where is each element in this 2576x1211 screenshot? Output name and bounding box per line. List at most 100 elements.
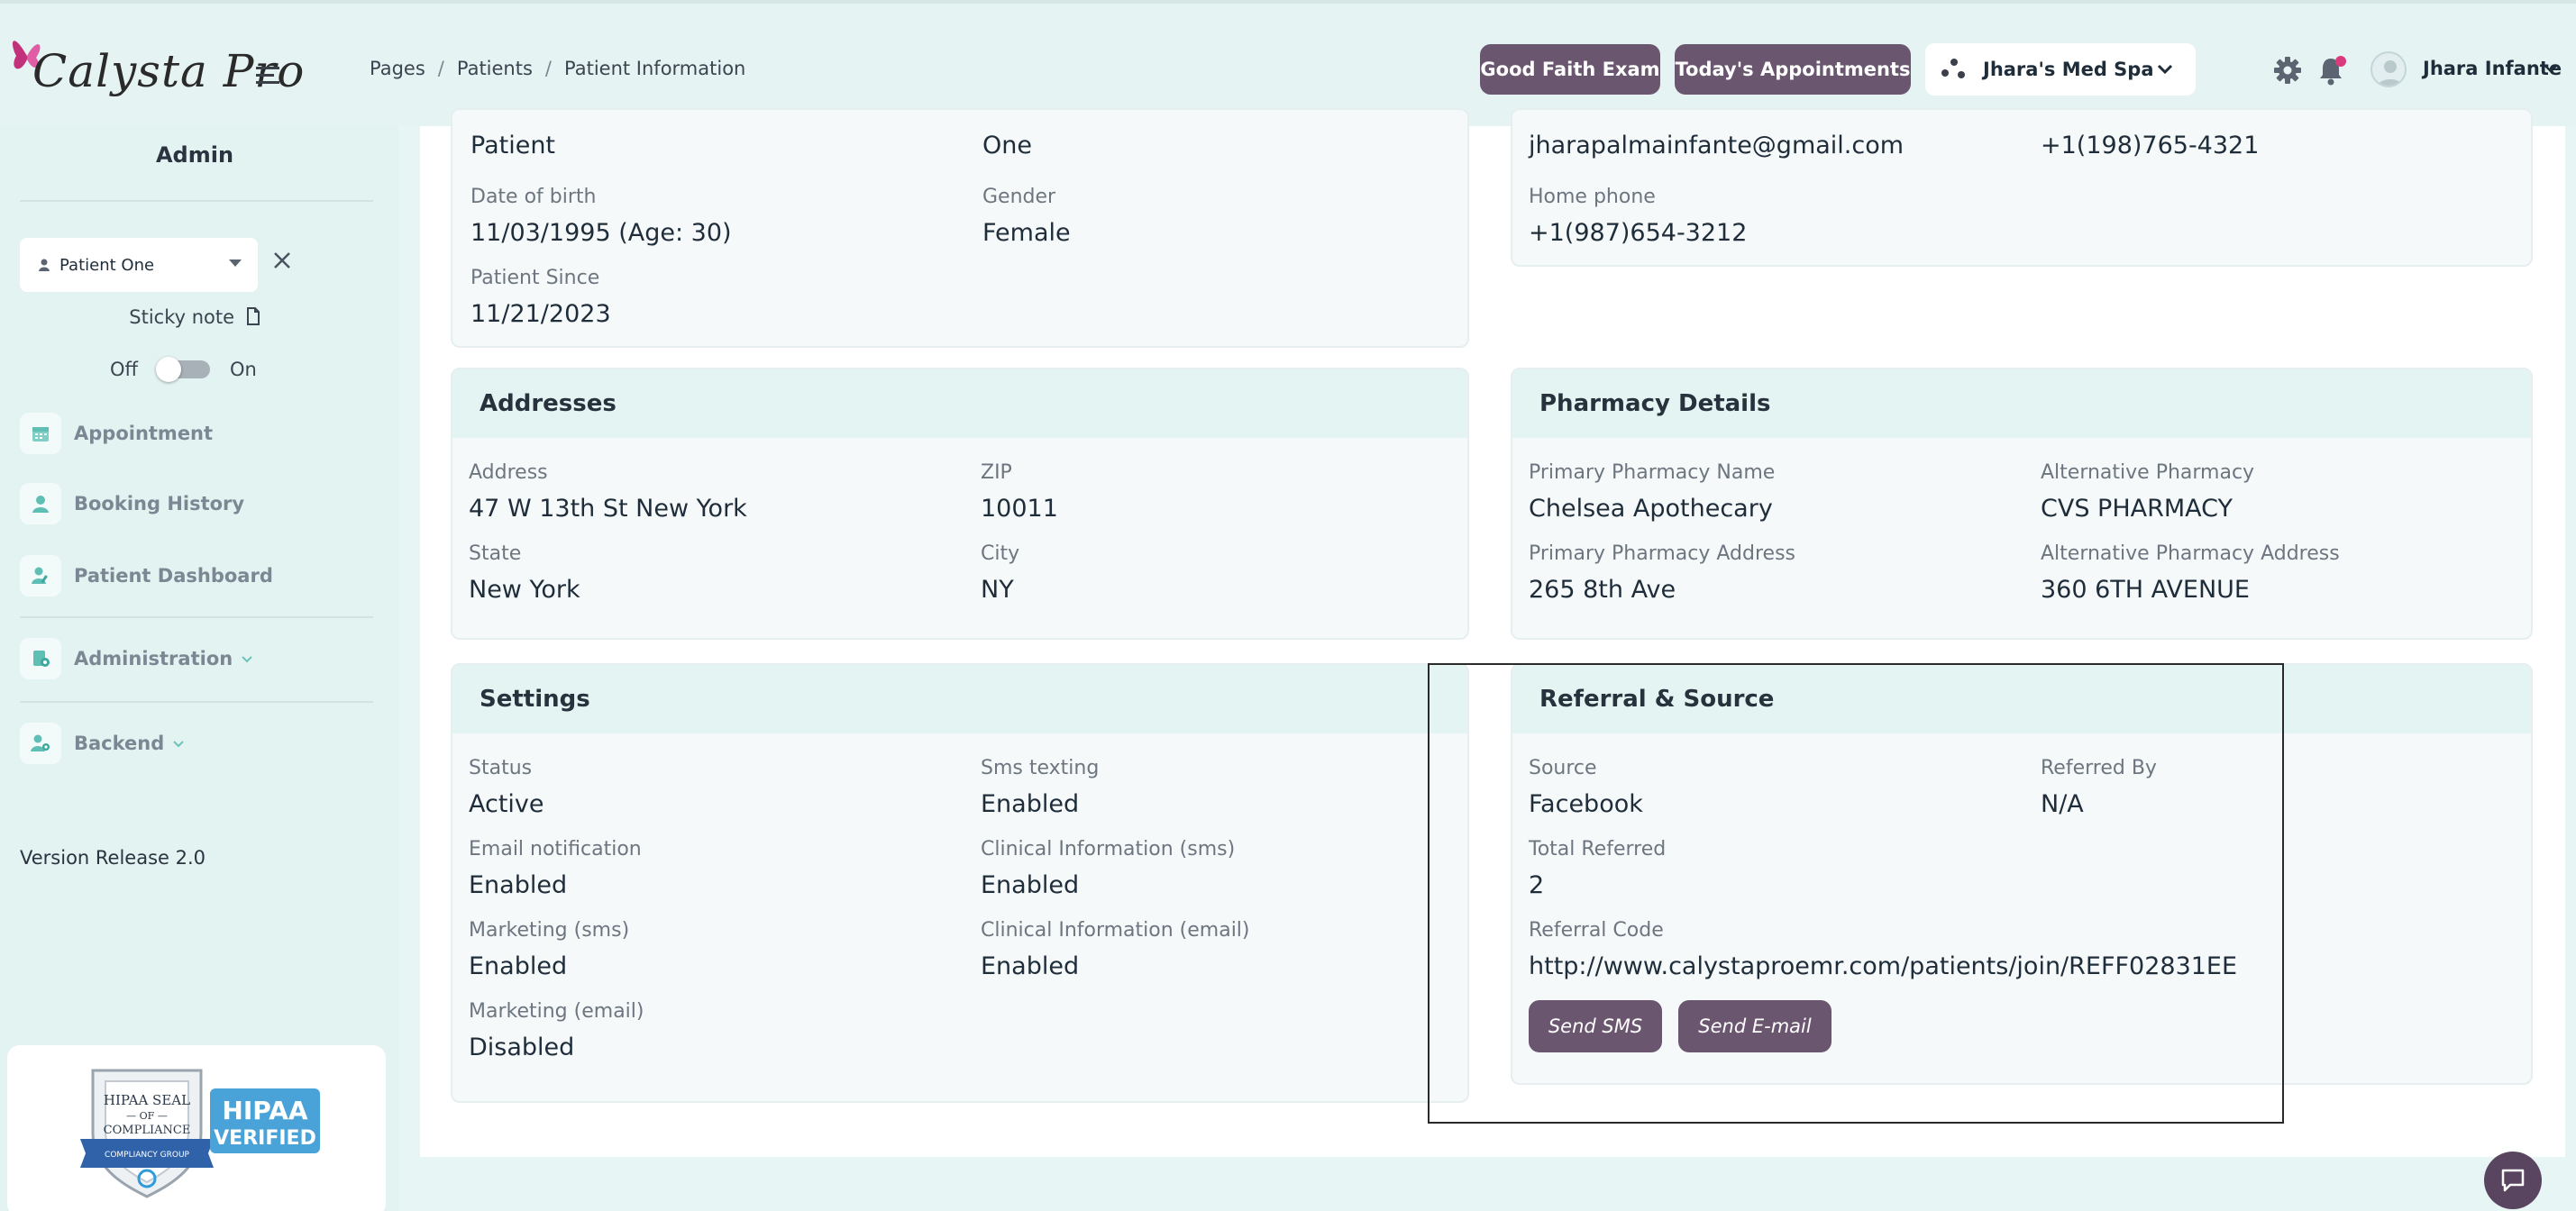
home-phone-value: +1(987)654-3212 <box>1529 219 1748 247</box>
dob-field: Date of birth 11/03/1995 (Age: 30) <box>470 186 732 247</box>
breadcrumb: Pages / Patients / Patient Information <box>370 58 745 79</box>
settings-title: Settings <box>452 665 1467 733</box>
sidebar-item-appointment[interactable]: Appointment <box>20 413 213 454</box>
marketing-sms-value: Enabled <box>469 952 568 980</box>
state-value: New York <box>469 576 580 604</box>
primary-pharmacy-address-value: 265 8th Ave <box>1529 576 1676 604</box>
status-value: Active <box>469 790 544 818</box>
first-name-value: One <box>982 132 1032 159</box>
chevron-down-icon <box>2157 64 2173 75</box>
user-name[interactable]: Jhara Infante <box>2423 58 2562 79</box>
close-icon[interactable] <box>272 250 292 270</box>
clinical-email-field: Clinical Information (email) Enabled <box>981 919 1250 980</box>
send-email-button[interactable]: Send E-mail <box>1678 1000 1832 1052</box>
gender-label: Gender <box>982 186 1056 208</box>
total-referred-label: Total Referred <box>1529 838 1667 860</box>
marketing-email-label: Marketing (email) <box>469 1000 644 1023</box>
sidebar-item-backend[interactable]: Backend <box>20 723 186 764</box>
sticky-note-toggle-row: Off On <box>110 357 257 382</box>
referral-card: Referral & Source Source Facebook Referr… <box>1511 663 2533 1085</box>
chevron-down-icon[interactable] <box>2544 58 2558 79</box>
last-name-value: Patient <box>470 132 556 159</box>
breadcrumb-current: Patient Information <box>564 58 746 79</box>
breadcrumb-patients[interactable]: Patients <box>456 58 533 79</box>
referral-code-label: Referral Code <box>1529 919 1664 942</box>
send-sms-button[interactable]: Send SMS <box>1529 1000 1662 1052</box>
breadcrumb-separator: / <box>437 58 444 79</box>
address-value: 47 W 13th St New York <box>469 495 747 523</box>
patient-select-value: Patient One <box>59 255 155 275</box>
primary-pharmacy-label: Primary Pharmacy Name <box>1529 461 1776 484</box>
toggle-on-label: On <box>230 359 257 380</box>
pharmacy-title: Pharmacy Details <box>1512 369 2531 438</box>
caret-down-icon <box>229 260 242 267</box>
alternative-pharmacy-address-label: Alternative Pharmacy Address <box>2041 542 2340 565</box>
avatar-icon[interactable] <box>2370 51 2407 87</box>
todays-appointments-button[interactable]: Today's Appointments <box>1675 44 1911 95</box>
sidebar-item-booking-history[interactable]: Booking History <box>20 483 244 524</box>
marketing-sms-field: Marketing (sms) Enabled <box>469 919 629 980</box>
sidebar-item-label: Backend <box>74 733 165 754</box>
sidebar-item-patient-dashboard[interactable]: Patient Dashboard <box>20 555 273 596</box>
referred-by-field: Referred By N/A <box>2041 757 2157 818</box>
users-cog-icon <box>20 723 61 764</box>
clinical-email-label: Clinical Information (email) <box>981 919 1250 942</box>
breadcrumb-separator: / <box>544 58 552 79</box>
patient-select[interactable]: Patient One <box>20 238 258 292</box>
sticky-note-toggle[interactable] <box>156 357 210 382</box>
referral-code-field: Referral Code http://www.calystaproemr.c… <box>1529 919 2237 980</box>
patient-since-label: Patient Since <box>470 267 600 289</box>
gender-field: Gender Female <box>982 186 1071 247</box>
butterfly-logo-icon <box>13 41 41 69</box>
breadcrumb-pages[interactable]: Pages <box>370 58 425 79</box>
location-select-value: Jhara's Med Spa <box>1983 59 2154 80</box>
home-phone-label: Home phone <box>1529 186 1656 208</box>
referred-by-value: N/A <box>2041 790 2084 818</box>
good-faith-exam-button[interactable]: Good Faith Exam <box>1480 44 1660 95</box>
status-field: Status Active <box>469 757 544 818</box>
dob-label: Date of birth <box>470 186 597 208</box>
location-select[interactable]: Jhara's Med Spa <box>1925 43 2196 96</box>
chat-icon[interactable] <box>2484 1152 2542 1209</box>
status-label: Status <box>469 757 533 779</box>
primary-pharmacy-field: Primary Pharmacy Name Chelsea Apothecary <box>1529 461 1775 523</box>
zip-field: ZIP 10011 <box>981 461 1058 523</box>
hipaa-badge: HIPAA SEAL — OF — COMPLIANCE COMPLIANCY … <box>7 1045 386 1211</box>
mobile-phone-value: +1(198)765-4321 <box>2041 132 2260 159</box>
divider <box>20 701 373 703</box>
patient-since-value: 11/21/2023 <box>470 300 611 328</box>
referral-code-value[interactable]: http://www.calystaproemr.com/patients/jo… <box>1529 952 2238 980</box>
divider <box>20 616 373 618</box>
total-referred-value: 2 <box>1529 871 1545 899</box>
alternative-pharmacy-field: Alternative Pharmacy CVS PHARMACY <box>2041 461 2254 523</box>
main-content: Patient One Date of birth 11/03/1995 (Ag… <box>420 108 2565 1157</box>
clinical-sms-value: Enabled <box>981 871 1080 899</box>
primary-pharmacy-address-field: Primary Pharmacy Address 265 8th Ave <box>1529 542 1795 604</box>
settings-icon[interactable] <box>2273 56 2302 85</box>
email-value: jharapalmainfante@gmail.com <box>1529 132 1905 159</box>
sidebar-title: Admin <box>155 142 234 168</box>
version-label: Version Release 2.0 <box>20 847 206 869</box>
sidebar-item-administration[interactable]: Administration <box>20 638 254 679</box>
person-icon <box>20 483 61 524</box>
sticky-note-button[interactable]: Sticky note <box>0 306 389 328</box>
document-icon <box>246 307 260 325</box>
chevron-down-icon <box>173 741 184 748</box>
chevron-down-icon <box>242 656 252 663</box>
menu-icon[interactable] <box>256 67 279 85</box>
settings-card: Settings Status Active Sms texting Enabl… <box>451 663 1469 1103</box>
user-edit-icon <box>20 555 61 596</box>
selection-highlight <box>1428 663 2284 1124</box>
toggle-off-label: Off <box>110 359 138 380</box>
sticky-note-label: Sticky note <box>129 306 235 328</box>
bell-icon[interactable] <box>2317 54 2348 86</box>
clinical-sms-label: Clinical Information (sms) <box>981 838 1236 860</box>
email-notification-value: Enabled <box>469 871 568 899</box>
email-notification-label: Email notification <box>469 838 642 860</box>
referral-title: Referral & Source <box>1512 665 2531 733</box>
primary-pharmacy-address-label: Primary Pharmacy Address <box>1529 542 1795 565</box>
zip-label: ZIP <box>981 461 1012 484</box>
sidebar-item-label: Appointment <box>74 423 214 444</box>
zip-value: 10011 <box>981 495 1058 523</box>
city-field: City NY <box>981 542 1019 604</box>
